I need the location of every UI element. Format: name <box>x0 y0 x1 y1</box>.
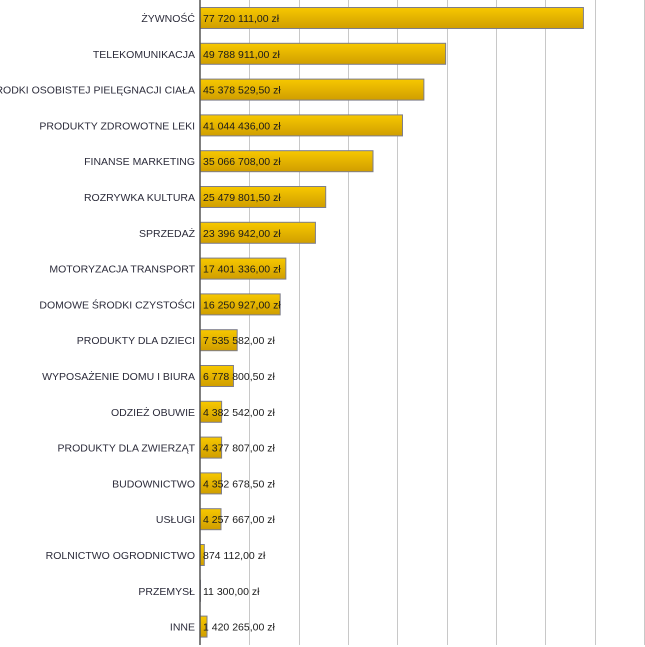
category-label: PRODUKTY ZDROWOTNE LEKI <box>39 120 195 132</box>
category-label: ŚRODKI OSOBISTEJ PIELĘGNACJI CIAŁA <box>0 84 195 97</box>
category-label: ODZIEŻ OBUWIE <box>111 406 195 419</box>
value-label: 4 382 542,00 zł <box>203 407 275 419</box>
value-label: 77 720 111,00 zł <box>203 13 280 25</box>
value-label: 4 352 678,50 zł <box>203 478 275 490</box>
category-label: BUDOWNICTWO <box>112 478 195 490</box>
category-label: DOMOWE ŚRODKI CZYSTOŚCI <box>39 298 195 311</box>
value-label: 1 420 265,00 zł <box>203 622 275 634</box>
bars <box>199 7 584 638</box>
value-label: 4 257 667,00 zł <box>203 514 275 526</box>
category-label: USŁUGI <box>156 514 195 526</box>
value-label: 49 788 911,00 zł <box>203 49 281 61</box>
value-label: 35 066 708,00 zł <box>203 156 281 168</box>
category-label: ROZRYWKA KULTURA <box>84 192 195 204</box>
value-label: 6 778 800,50 zł <box>203 371 275 383</box>
category-label: PRODUKTY DLA DZIECI <box>77 335 195 347</box>
category-label: PRZEMYSŁ <box>138 586 195 598</box>
value-label: 23 396 942,00 zł <box>203 228 281 240</box>
value-label: 41 044 436,00 zł <box>203 120 281 132</box>
category-label: FINANSE MARKETING <box>84 156 195 168</box>
value-label: 4 377 807,00 zł <box>203 443 275 455</box>
value-label: 874 112,00 zł <box>203 550 266 562</box>
category-label: MOTORYZACJA TRANSPORT <box>49 264 195 276</box>
labels: ŻYWNOŚĆ 77 720 111,00 zł TELEKOMUNIKACJA 49… <box>0 12 281 634</box>
value-label: 11 300,00 zł <box>203 586 260 598</box>
category-label: ŻYWNOŚĆ <box>141 12 195 25</box>
category-label: TELEKOMUNIKACJA <box>93 49 195 61</box>
category-label: INNE <box>170 622 195 634</box>
value-label: 17 401 336,00 zł <box>203 264 281 276</box>
value-label: 7 535 582,00 zł <box>203 335 275 347</box>
value-label: 25 479 801,50 zł <box>203 192 281 204</box>
category-label: SPRZEDAŻ <box>139 227 196 240</box>
category-label: PRODUKTY DLA ZWIERZĄT <box>58 443 196 455</box>
category-label: WYPOSAŻENIE DOMU I BIURA <box>42 370 195 383</box>
value-label: 16 250 927,00 zł <box>203 299 281 311</box>
category-label: ROLNICTWO OGRODNICTWO <box>46 550 195 562</box>
value-label: 45 378 529,50 zł <box>203 85 281 97</box>
